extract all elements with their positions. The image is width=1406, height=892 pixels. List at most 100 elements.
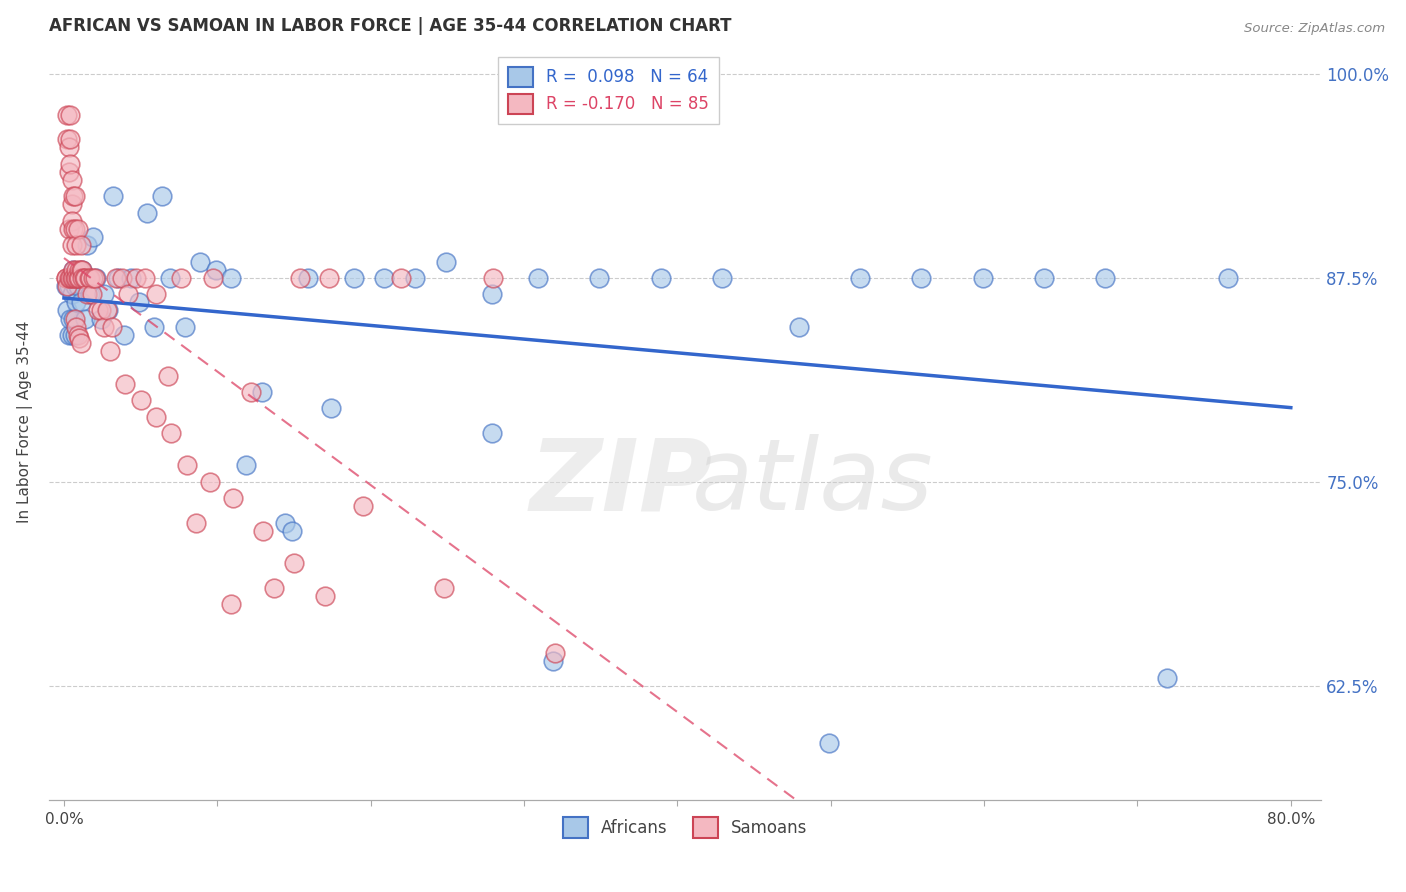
Point: [288, 270, 311, 285]
Point: [169, 270, 191, 285]
Point: [60, 238, 83, 252]
Point: [59, 270, 82, 285]
Point: [107, 270, 129, 285]
Point: [252, 524, 274, 538]
Point: [588, 270, 610, 285]
Legend: Africans, Samoans: Africans, Samoans: [555, 811, 814, 845]
Point: [60, 328, 83, 343]
Point: [72, 262, 94, 277]
Point: [481, 287, 503, 301]
Point: [125, 270, 148, 285]
Y-axis label: In Labor Force | Age 35-44: In Labor Force | Age 35-44: [17, 321, 32, 524]
Point: [482, 270, 505, 285]
Point: [62, 222, 84, 236]
Point: [58, 140, 80, 154]
Point: [250, 385, 273, 400]
Point: [90, 311, 112, 326]
Point: [176, 458, 198, 473]
Point: [72, 270, 94, 285]
Point: [82, 230, 104, 244]
Point: [62, 270, 84, 285]
Point: [59, 156, 82, 170]
Point: [100, 319, 122, 334]
Point: [389, 270, 412, 285]
Point: [1094, 270, 1116, 285]
Point: [160, 425, 183, 440]
Point: [433, 581, 456, 595]
Point: [159, 270, 181, 285]
Point: [60, 287, 83, 301]
Point: [65, 270, 87, 285]
Point: [910, 270, 932, 285]
Point: [352, 500, 374, 514]
Point: [58, 279, 80, 293]
Point: [1156, 671, 1178, 685]
Point: [59, 132, 82, 146]
Point: [60, 270, 83, 285]
Point: [59, 311, 82, 326]
Point: [67, 270, 90, 285]
Point: [198, 475, 221, 489]
Point: [59, 108, 82, 122]
Point: [72, 262, 94, 277]
Point: [111, 270, 134, 285]
Point: [145, 409, 167, 424]
Point: [75, 270, 97, 285]
Point: [66, 222, 89, 236]
Point: [184, 516, 207, 530]
Point: [80, 287, 103, 301]
Point: [96, 303, 118, 318]
Point: [56, 279, 79, 293]
Point: [373, 270, 395, 285]
Point: [66, 270, 89, 285]
Point: [63, 189, 86, 203]
Point: [157, 368, 180, 383]
Point: [650, 270, 672, 285]
Point: [274, 516, 297, 530]
Point: [204, 262, 226, 277]
Point: [56, 132, 79, 146]
Point: [56, 108, 79, 122]
Point: [67, 270, 90, 285]
Point: [55, 270, 77, 285]
Point: [83, 270, 105, 285]
Point: [263, 581, 285, 595]
Point: [128, 295, 150, 310]
Point: [544, 646, 567, 660]
Point: [69, 262, 91, 277]
Text: ZIP: ZIP: [530, 434, 713, 531]
Point: [235, 458, 257, 473]
Point: [174, 319, 197, 334]
Point: [150, 189, 173, 203]
Point: [112, 328, 135, 343]
Point: [219, 597, 242, 611]
Point: [79, 287, 101, 301]
Point: [65, 295, 87, 310]
Point: [481, 425, 503, 440]
Point: [527, 270, 550, 285]
Point: [69, 336, 91, 351]
Point: [117, 287, 139, 301]
Point: [65, 319, 87, 334]
Point: [818, 736, 841, 750]
Point: [63, 222, 86, 236]
Point: [73, 270, 96, 285]
Point: [97, 303, 120, 318]
Point: [297, 270, 319, 285]
Point: [67, 262, 90, 277]
Point: [93, 287, 115, 301]
Point: [65, 262, 87, 277]
Point: [66, 279, 89, 293]
Point: [58, 270, 80, 285]
Point: [59, 270, 82, 285]
Point: [101, 189, 124, 203]
Point: [58, 165, 80, 179]
Point: [55, 279, 77, 293]
Point: [65, 238, 87, 252]
Point: [76, 287, 98, 301]
Point: [343, 270, 366, 285]
Point: [201, 270, 224, 285]
Point: [63, 270, 86, 285]
Point: [69, 295, 91, 310]
Point: [60, 213, 83, 227]
